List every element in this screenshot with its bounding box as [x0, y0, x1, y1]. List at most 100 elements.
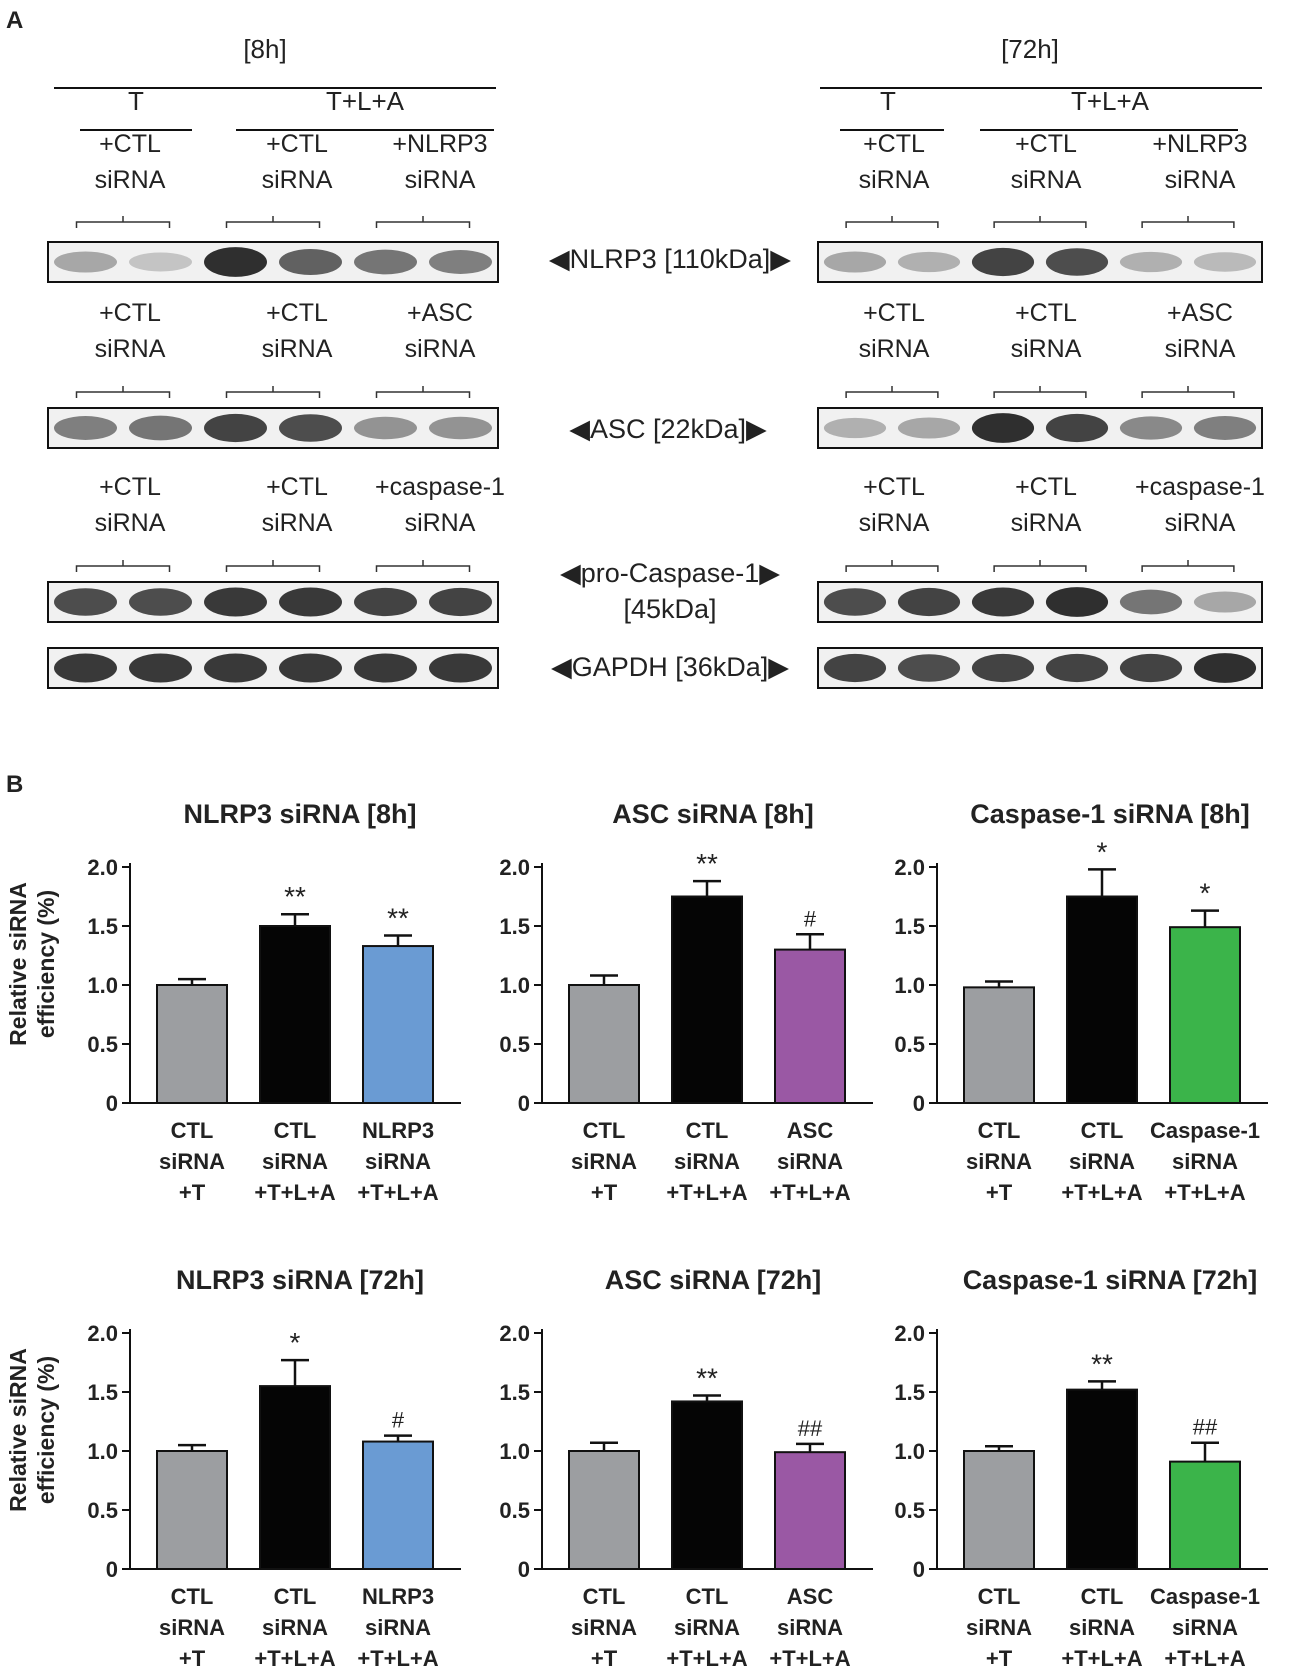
y-tick-label: 2.0 [894, 855, 925, 880]
y-tick-label: 2.0 [499, 855, 530, 880]
category-label: CTL [1081, 1118, 1124, 1143]
blot-band [1045, 587, 1109, 617]
category-label: NLRP3 [362, 1118, 434, 1143]
blot-panel-72h: [72h] T T+L+A +CTL siRNA +CTL siRNA +NLRP3 siRNA… [817, 34, 1265, 689]
bar [1066, 895, 1138, 1104]
lane-label-line1: +CTL [99, 299, 161, 327]
category-label: siRNA [777, 1149, 843, 1174]
y-tick-label: 0 [913, 1091, 925, 1116]
blot-band [54, 588, 117, 616]
lane-label-line2: siRNA [1165, 166, 1236, 194]
y-tick-label: 2.0 [87, 855, 118, 880]
lane-label-line2: siRNA [262, 335, 333, 363]
category-label: CTL [1081, 1584, 1124, 1609]
y-tick-label: 1.5 [87, 914, 118, 939]
chart-title: NLRP3 siRNA [72h] [176, 1265, 424, 1295]
lane-label-line1: +CTL [1015, 130, 1077, 158]
time-label: [8h] [243, 34, 286, 64]
lane-bracket [375, 386, 471, 398]
blot-band [971, 247, 1035, 277]
blot-band [1193, 252, 1257, 272]
category-label: +T+L+A [1164, 1180, 1245, 1205]
category-label: siRNA [1069, 1149, 1135, 1174]
bar [671, 1400, 743, 1570]
y-axis-label-bottom-2: efficiency (%) [33, 1356, 59, 1504]
category-label: siRNA [365, 1615, 431, 1640]
significance-mark: ** [387, 902, 409, 933]
category-label: siRNA [674, 1615, 740, 1640]
lane-bracket [993, 560, 1087, 572]
blot-band [429, 653, 492, 683]
category-label: siRNA [674, 1149, 740, 1174]
y-tick-label: 0 [106, 1557, 118, 1582]
blot-band [823, 653, 887, 683]
category-label: +T [591, 1646, 618, 1671]
blot-band [897, 654, 961, 682]
blot-band [897, 417, 961, 439]
significance-mark: ## [1193, 1415, 1218, 1440]
category-label: CTL [583, 1584, 626, 1609]
bar [156, 984, 228, 1104]
category-label: siRNA [1069, 1615, 1135, 1640]
panel-a-label: A [6, 7, 23, 34]
lane-label-line2: siRNA [1011, 335, 1082, 363]
lane-label-line1: +CTL [99, 473, 161, 501]
bar-charts: NLRP3 siRNA [8h] 0 0.5 1.0 1.5 2.0 CTL siRNA +T *… [87, 799, 1268, 1671]
chart-title: Caspase-1 siRNA [8h] [970, 799, 1250, 829]
bar [259, 1385, 331, 1570]
lane-bracket [993, 386, 1087, 398]
category-label: +T+L+A [254, 1180, 335, 1205]
lane-bracket [225, 216, 321, 228]
lane-label-line2: siRNA [405, 166, 476, 194]
blot-band [279, 587, 342, 617]
bar-chart: NLRP3 siRNA [72h] 0 0.5 1.0 1.5 2.0 CTL siRNA +T… [87, 1265, 461, 1671]
blot-band [1045, 413, 1109, 443]
category-label: CTL [583, 1118, 626, 1143]
marker-label-line1: ◀pro-Caspase-1▶ [560, 558, 780, 588]
lane-label-line1: +CTL [1015, 299, 1077, 327]
blot-band [279, 248, 342, 276]
lane-bracket [375, 216, 471, 228]
y-tick-label: 0 [106, 1091, 118, 1116]
blot-band [1119, 589, 1183, 615]
y-tick-label: 0.5 [499, 1032, 530, 1057]
y-tick-label: 1.5 [499, 914, 530, 939]
bar-chart: Caspase-1 siRNA [8h] 0 0.5 1.0 1.5 2.0 CTL siRN… [894, 799, 1268, 1205]
lane-label-line2: siRNA [262, 509, 333, 537]
lane-label-line1: +CTL [266, 130, 328, 158]
category-label: siRNA [966, 1149, 1032, 1174]
bar [362, 1440, 434, 1571]
category-label: +T+L+A [1061, 1646, 1142, 1671]
blot-band [823, 588, 887, 616]
y-tick-label: 0.5 [499, 1498, 530, 1523]
marker-label: ◀NLRP3 [110kDa]▶ [549, 244, 791, 274]
category-label: siRNA [159, 1615, 225, 1640]
blot-band [129, 415, 192, 441]
bar [362, 945, 434, 1104]
bar-chart: ASC siRNA [72h] 0 0.5 1.0 1.5 2.0 CTL siRNA +T **… [499, 1265, 873, 1671]
category-label: CTL [274, 1118, 317, 1143]
bar [963, 986, 1035, 1104]
lane-bracket [375, 560, 471, 572]
lane-label-line1: +CTL [266, 299, 328, 327]
category-label: +T [986, 1646, 1013, 1671]
lane-label-line1: +ASC [1167, 299, 1233, 327]
category-label: siRNA [262, 1149, 328, 1174]
group-label: T+L+A [326, 86, 405, 116]
category-label: CTL [171, 1584, 214, 1609]
lane-label-line2: siRNA [405, 509, 476, 537]
y-tick-label: 0 [518, 1557, 530, 1582]
category-label: siRNA [262, 1615, 328, 1640]
y-tick-label: 0.5 [894, 1498, 925, 1523]
bar [774, 948, 846, 1104]
blot-band [1045, 248, 1109, 276]
lane-bracket [75, 216, 171, 228]
category-label: +T+L+A [769, 1180, 850, 1205]
blot-band [129, 252, 192, 272]
blot-strip [47, 647, 499, 689]
category-label: +T+L+A [666, 1646, 747, 1671]
lane-label-line2: siRNA [859, 509, 930, 537]
blot-band [354, 249, 417, 275]
y-tick-label: 2.0 [499, 1321, 530, 1346]
blot-band [897, 587, 961, 617]
